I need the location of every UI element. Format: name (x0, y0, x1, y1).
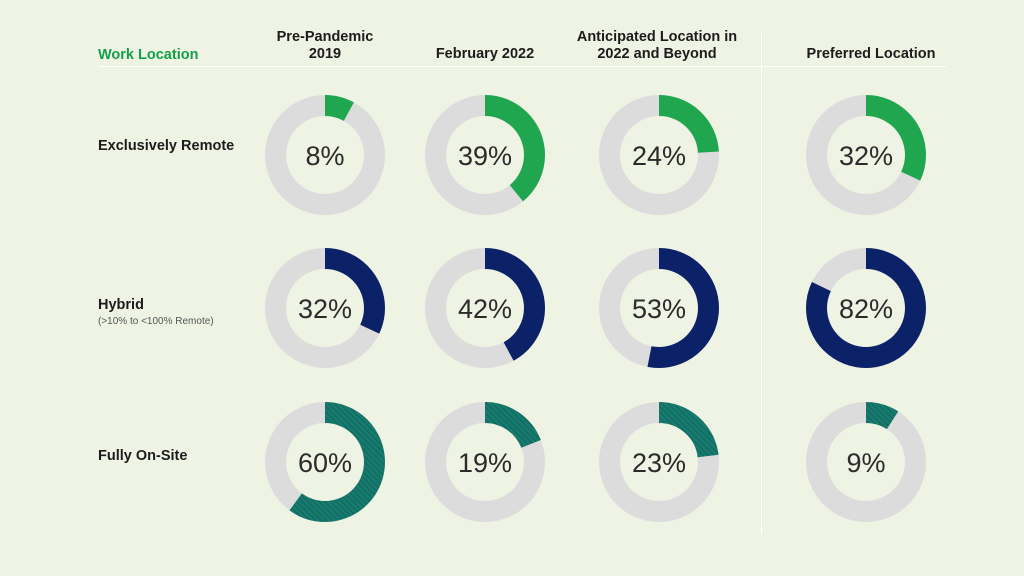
row-header-title: Work Location (98, 47, 199, 63)
donut-value-label: 53% (632, 294, 686, 324)
column-header-anticipated: Anticipated Location in 2022 and Beyond (562, 29, 752, 63)
donut-exclusively-remote-1: 8% (265, 95, 385, 215)
donut-value-arc (265, 248, 385, 368)
donut-fully-on-site-1: 60% (265, 402, 385, 522)
column-header-line: Anticipated Location in (576, 29, 738, 45)
row-label-exclusively-remote: Exclusively Remote (98, 138, 235, 154)
donut-hybrid-3: 53% (599, 248, 719, 368)
donut-value-arc (599, 248, 719, 368)
column-header-preferred: Preferred Location (786, 46, 956, 63)
column-header-line: Preferred Location (806, 46, 936, 62)
donut-value-arc (806, 248, 926, 368)
column-divider (761, 32, 762, 534)
donut-value-label: 32% (298, 294, 352, 324)
column-header-line: 2019 (308, 46, 342, 62)
donut-fully-on-site-2: 19% (425, 402, 545, 522)
donut-value-label: 42% (458, 294, 512, 324)
donut-value-label: 8% (305, 141, 344, 171)
column-header-line: 2022 and Beyond (597, 46, 717, 62)
row-label-fully-on-site: Fully On-Site (98, 448, 188, 464)
donut-value-arc (265, 402, 385, 522)
donut-value-arc (806, 95, 926, 215)
row-sublabel-hybrid: (>10% to <100% Remote) (98, 316, 214, 327)
column-header-february-2022: February 2022 (415, 46, 555, 63)
donut-value-arc (599, 95, 719, 215)
header-divider (98, 66, 946, 67)
donut-value-label: 32% (839, 141, 893, 171)
donut-value-arc (806, 402, 926, 522)
donut-value-label: 9% (846, 448, 885, 478)
donut-value-label: 23% (632, 448, 686, 478)
donut-value-label: 60% (298, 448, 352, 478)
donut-value-label: 24% (632, 141, 686, 171)
donut-hybrid-2: 42% (425, 248, 545, 368)
donut-value-label: 82% (839, 294, 893, 324)
column-header-line: February 2022 (435, 46, 535, 62)
donut-value-arc (425, 95, 545, 215)
column-header-pre-pandemic: Pre-Pandemic 2019 (255, 29, 395, 63)
donut-value-arc (425, 248, 545, 368)
donut-exclusively-remote-3: 24% (599, 95, 719, 215)
donut-exclusively-remote-4: 32% (806, 95, 926, 215)
donut-fully-on-site-4: 9% (806, 402, 926, 522)
donut-value-label: 19% (458, 448, 512, 478)
column-header-line: Pre-Pandemic (276, 29, 374, 45)
row-label-hybrid: Hybrid (98, 297, 144, 313)
donut-exclusively-remote-2: 39% (425, 95, 545, 215)
donut-value-arc (599, 402, 719, 522)
donut-value-arc (265, 95, 385, 215)
donut-value-arc (425, 402, 545, 522)
donut-hybrid-1: 32% (265, 248, 385, 368)
donut-hybrid-4: 82% (806, 248, 926, 368)
donut-fully-on-site-3: 23% (599, 402, 719, 522)
donut-value-label: 39% (458, 141, 512, 171)
